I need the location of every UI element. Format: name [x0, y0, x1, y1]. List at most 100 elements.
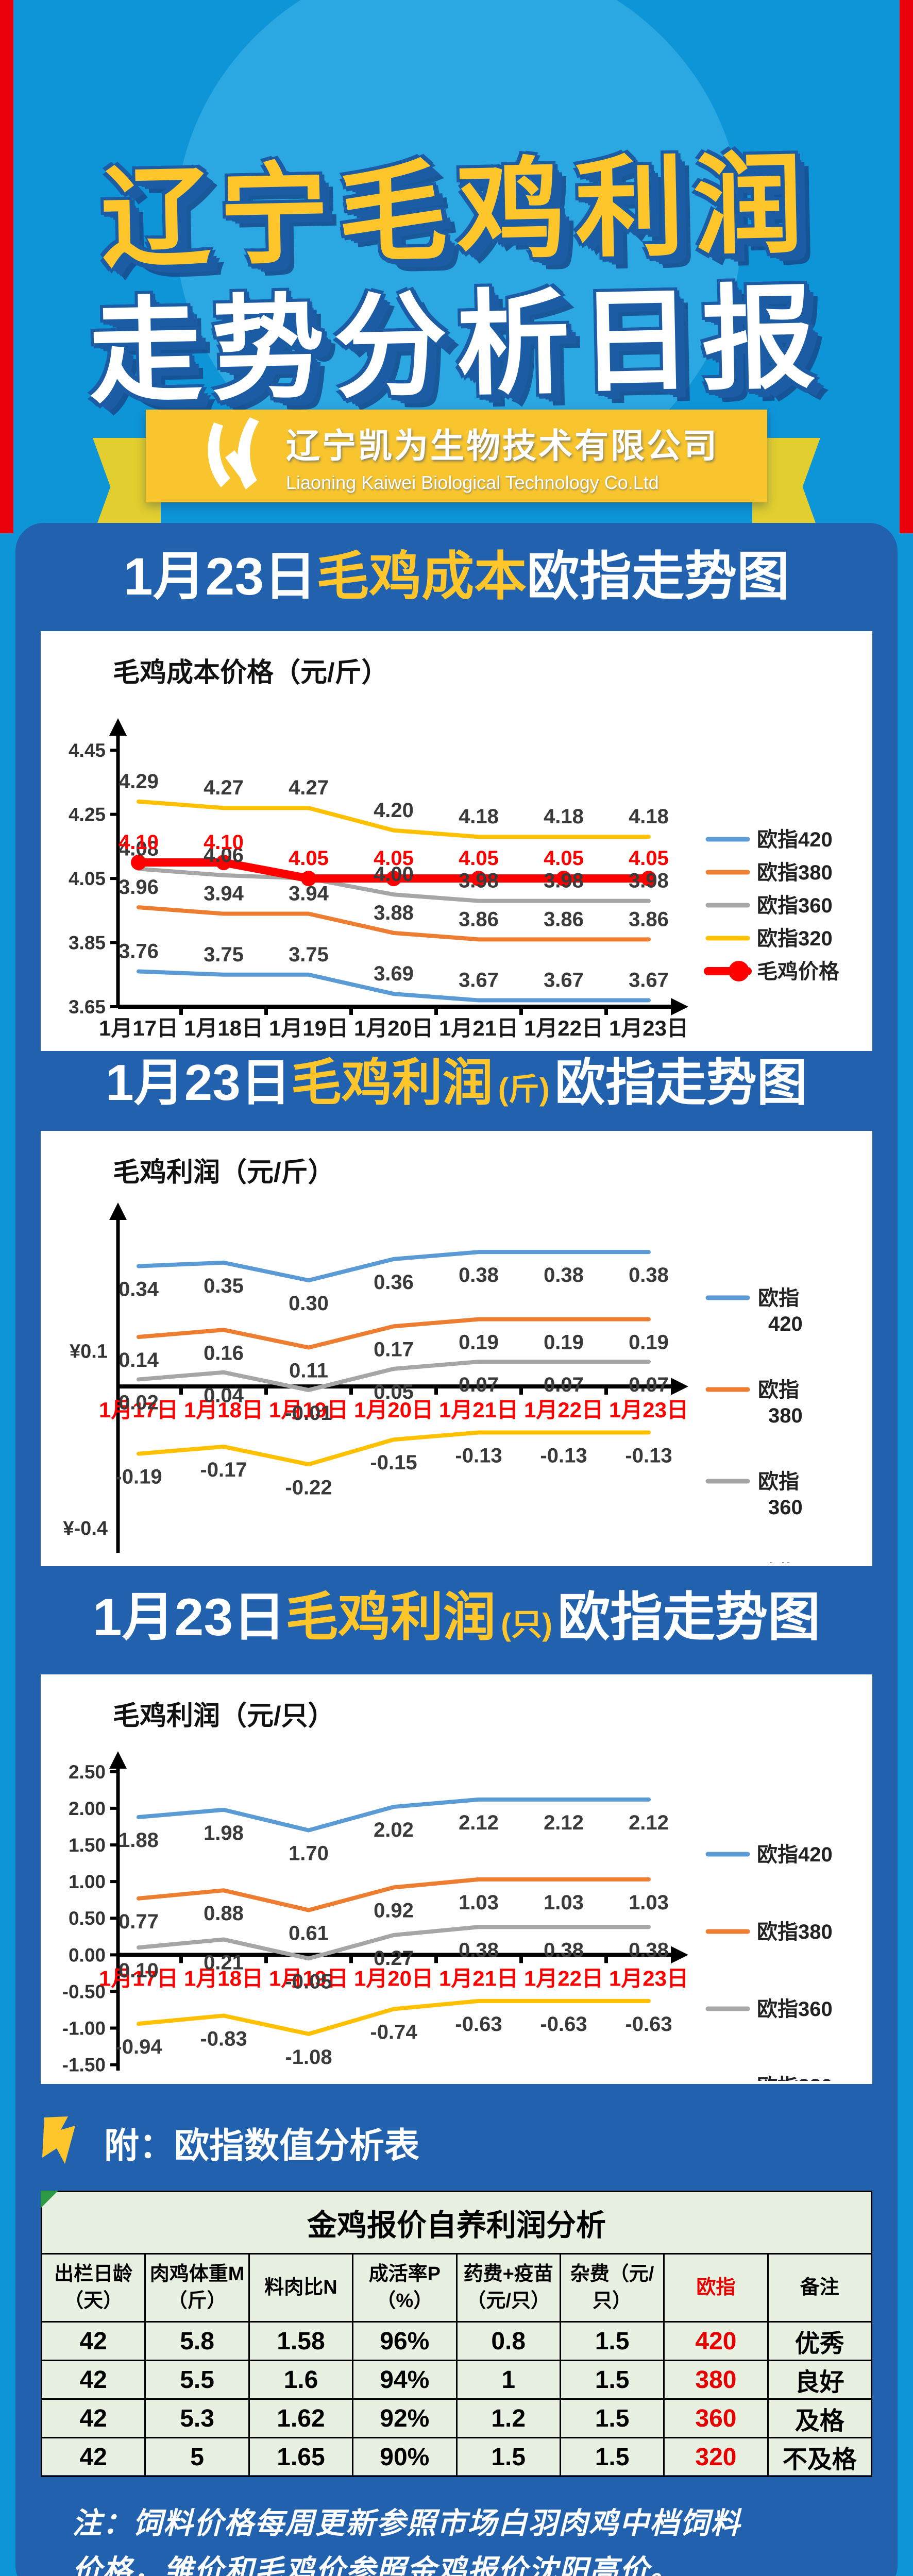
table-cell: 1: [455, 2360, 561, 2400]
svg-text:0.07: 0.07: [459, 1374, 499, 1396]
svg-text:0.92: 0.92: [374, 1899, 414, 1922]
footnote: 注：饲料价格每周更新参照市场白羽肉鸡中档饲料 价格，雏价和毛鸡价参照金鸡报价沈阳…: [72, 2507, 741, 2576]
svg-text:¥0.1: ¥0.1: [70, 1341, 108, 1362]
svg-text:0.38: 0.38: [629, 1264, 669, 1286]
svg-text:-0.50: -0.50: [62, 1981, 106, 2002]
svg-text:1.03: 1.03: [459, 1891, 499, 1914]
svg-text:0.16: 0.16: [204, 1342, 244, 1364]
svg-text:3.98: 3.98: [544, 870, 584, 892]
svg-text:¥-0.4: ¥-0.4: [63, 1518, 108, 1539]
svg-text:0.38: 0.38: [544, 1939, 584, 1961]
svg-text:3.75: 3.75: [204, 943, 244, 966]
svg-text:0.00: 0.00: [69, 1944, 106, 1965]
svg-text:1月22日: 1月22日: [524, 1016, 603, 1040]
left-red-edge-strip: [0, 0, 13, 533]
profit-bird-chart-card: 毛鸡利润（元/只） 2.50 2.00 1.50 1.00 0.50 0.00 -0.50 -…: [41, 1674, 872, 2084]
svg-text:1月20日: 1月20日: [354, 1398, 433, 1422]
svg-text:3.67: 3.67: [629, 969, 669, 992]
svg-text:-0.94: -0.94: [115, 2036, 162, 2058]
svg-text:2.50: 2.50: [69, 1761, 106, 1783]
table-cell: 360: [663, 2398, 769, 2438]
svg-text:1月17日: 1月17日: [99, 1966, 178, 1990]
svg-text:1月20日: 1月20日: [354, 1966, 433, 1990]
svg-text:3.88: 3.88: [374, 902, 414, 924]
svg-text:4.05: 4.05: [69, 868, 106, 889]
section-title-profit-jin: 1月23日毛鸡利润 (斤) 欧指走势图: [106, 1054, 807, 1111]
svg-text:4.05: 4.05: [544, 847, 584, 870]
svg-text:4.25: 4.25: [69, 804, 106, 825]
svg-text:3.76: 3.76: [119, 940, 159, 963]
svg-text:4.10: 4.10: [204, 831, 244, 854]
svg-text:1月20日: 1月20日: [354, 1016, 433, 1040]
svg-text:0.38: 0.38: [459, 1939, 499, 1961]
svg-text:0.17: 0.17: [374, 1338, 414, 1361]
table-cell: 1.5: [559, 2398, 665, 2438]
svg-text:3.86: 3.86: [544, 908, 584, 930]
company-ribbon: 辽宁凯为生物技术有限公司 Liaoning Kaiwei Biological …: [93, 410, 820, 538]
column-header: 欧指: [663, 2253, 769, 2323]
table-cell: 42: [40, 2321, 146, 2361]
table-cell: 1.65: [248, 2437, 354, 2477]
svg-text:0.05: 0.05: [374, 1381, 414, 1403]
svg-text:-0.15: -0.15: [370, 1451, 417, 1474]
svg-text:1月19日: 1月19日: [269, 1966, 348, 1990]
svg-text:4.18: 4.18: [544, 805, 584, 828]
svg-text:1月22日: 1月22日: [524, 1398, 603, 1422]
svg-text:0.10: 0.10: [119, 1959, 159, 1982]
table-cell: 420: [663, 2321, 769, 2361]
table-cell: 1.62: [248, 2398, 354, 2438]
svg-text:-1.50: -1.50: [62, 2055, 106, 2076]
table-cell: 42: [40, 2398, 146, 2438]
svg-text:3.65: 3.65: [69, 996, 106, 1018]
svg-text:0.77: 0.77: [119, 1910, 159, 1933]
profit-jin-chart-card: 毛鸡利润（元/斤） ¥0.1 ¥-0.4 1月17日 1月18日 1月19日 1月20日 1…: [41, 1131, 872, 1566]
svg-text:3.94: 3.94: [204, 883, 244, 905]
svg-text:4.10: 4.10: [119, 831, 159, 854]
svg-text:1月18日: 1月18日: [184, 1966, 263, 1990]
column-header: 肉鸡体重M（斤）: [144, 2253, 250, 2323]
table-cell: 0.8: [455, 2321, 561, 2361]
table-cell: 5.5: [144, 2360, 250, 2400]
svg-text:0.19: 0.19: [459, 1331, 499, 1354]
svg-text:2.12: 2.12: [544, 1811, 584, 1834]
svg-text:-0.17: -0.17: [200, 1459, 247, 1481]
table-cell: 1.5: [455, 2437, 561, 2477]
svg-text:欧指380: 欧指380: [757, 861, 833, 884]
svg-text:0.61: 0.61: [289, 1922, 329, 1945]
table-cell: 1.5: [559, 2321, 665, 2361]
svg-text:0.19: 0.19: [629, 1331, 669, 1354]
table-cell: 42: [40, 2360, 146, 2400]
svg-text:0.34: 0.34: [119, 1278, 159, 1301]
svg-text:3.86: 3.86: [459, 908, 499, 930]
table-cell: 42: [40, 2437, 146, 2477]
svg-text:-1.08: -1.08: [285, 2046, 332, 2069]
column-header: 成活率P（%）: [352, 2253, 458, 2323]
column-header: 备注: [767, 2253, 873, 2323]
svg-text:4.05: 4.05: [629, 847, 669, 870]
svg-text:0.21: 0.21: [204, 1951, 244, 1974]
svg-text:0.50: 0.50: [69, 1908, 106, 1929]
table-cell: 380: [663, 2360, 769, 2400]
svg-text:1.03: 1.03: [544, 1891, 584, 1914]
svg-text:1.70: 1.70: [289, 1842, 329, 1865]
svg-text:4.00: 4.00: [374, 863, 414, 886]
svg-text:0.38: 0.38: [629, 1939, 669, 1961]
svg-text:4.27: 4.27: [204, 776, 244, 799]
column-header: 药费+疫苗（元/只）: [455, 2253, 561, 2323]
table-corner-marker: [41, 2191, 58, 2208]
company-logo-icon: [194, 416, 272, 496]
cost-chart-card: 毛鸡成本价格（元/斤） 4.45 4.25 4.05 3.85 3.65 1月17日 1月1…: [41, 631, 872, 1051]
table-cell: 良好: [767, 2360, 873, 2400]
svg-text:-1.00: -1.00: [62, 2018, 106, 2039]
table-row: 42 5.3 1.62 92% 1.2 1.5 360 及格: [40, 2398, 873, 2438]
table-cell: 96%: [352, 2321, 458, 2361]
table-cell: 1.2: [455, 2398, 561, 2438]
svg-text:2.00: 2.00: [69, 1798, 106, 1819]
svg-text:3.96: 3.96: [119, 876, 159, 899]
section-title-cost: 1月23日毛鸡成本欧指走势图: [123, 547, 790, 606]
table-cell: 94%: [352, 2360, 458, 2400]
table-row: 42 5.8 1.58 96% 0.8 1.5 420 优秀: [40, 2321, 873, 2361]
svg-text:3.86: 3.86: [629, 908, 669, 930]
svg-text:4.05: 4.05: [289, 847, 329, 870]
svg-text:4.29: 4.29: [119, 770, 159, 793]
